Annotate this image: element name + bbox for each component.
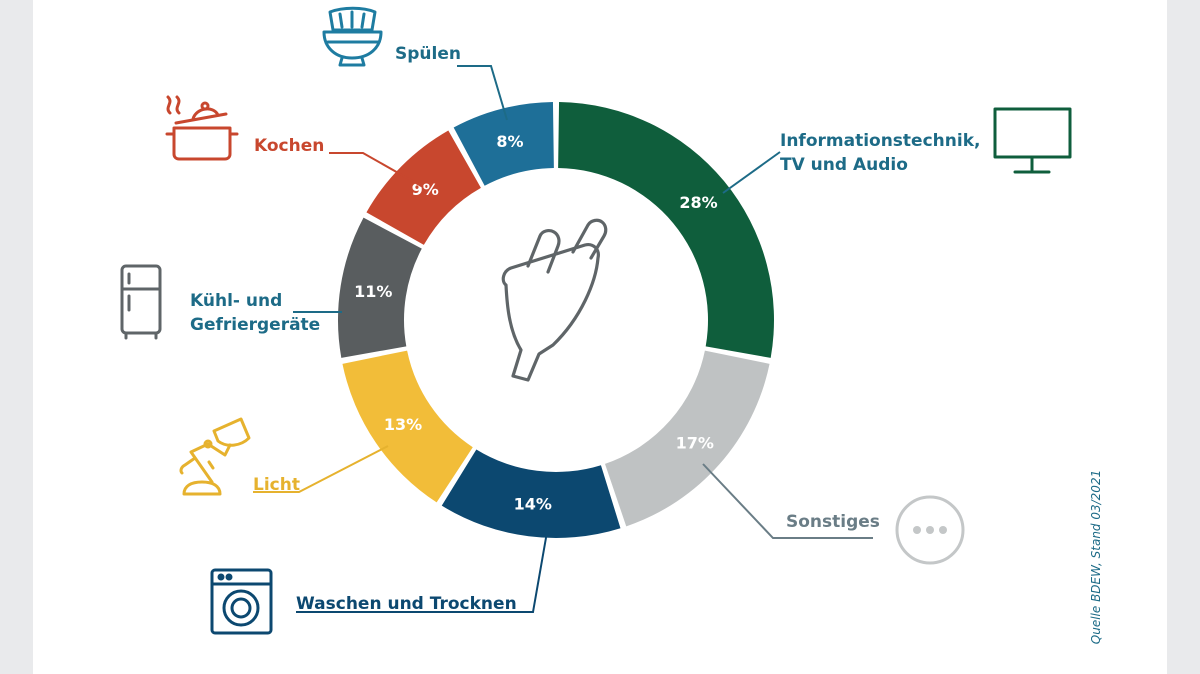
connector-waschen: [296, 531, 548, 613]
category-label-licht: Licht: [253, 475, 300, 495]
tv-icon: [993, 107, 1072, 174]
category-label-line: Sonstiges: [786, 512, 880, 532]
donut-slice-it: [558, 102, 774, 358]
slice-value-sonstiges: 17%: [676, 433, 714, 452]
category-label-spuelen: Spülen: [395, 44, 461, 64]
donut-slice-waschen: [441, 449, 621, 538]
category-label-waschen: Waschen und Trocknen: [296, 594, 517, 614]
donut-slice-spuelen: [453, 102, 554, 186]
connector-sonstiges: [702, 463, 873, 539]
category-label-line: Kühl- und: [190, 291, 282, 311]
connector-it: [722, 151, 781, 194]
category-label-line: Waschen und Trocknen: [296, 594, 517, 614]
source-note: Quelle BDEW, Stand 03/2021: [1089, 470, 1103, 644]
slice-value-kuehl: 11%: [354, 282, 392, 301]
connector-spuelen: [457, 65, 508, 121]
donut-slice-licht: [342, 350, 473, 503]
chart-segments: 28%17%14%13%11%9%8%: [338, 102, 774, 538]
category-label-kochen: Kochen: [254, 136, 324, 156]
category-label-line: TV und Audio: [780, 155, 908, 175]
slice-value-licht: 13%: [384, 415, 422, 434]
donut-chart: 28%17%14%13%11%9%8% Informationstechnik,…: [120, 6, 1103, 644]
donut-slice-kuehl: [338, 217, 422, 358]
plug-icon: [501, 218, 608, 382]
more-icon: [895, 495, 965, 565]
connector-licht: [253, 445, 389, 493]
category-label-line: Spülen: [395, 44, 461, 64]
category-label-line: Gefriergeräte: [190, 315, 320, 335]
donut-slice-sonstiges: [604, 350, 770, 527]
category-label-line: Kochen: [254, 136, 324, 156]
pot-icon: [165, 95, 239, 161]
dishes-icon: [322, 6, 383, 67]
category-label-it: Informationstechnik, TV und Audio: [780, 131, 980, 175]
category-labels: Informationstechnik, TV und Audio Sonstige…: [190, 44, 980, 614]
label-connectors: [253, 65, 873, 613]
category-label-line: Licht: [253, 475, 300, 495]
connector-kochen: [329, 152, 424, 188]
category-label-sonstiges: Sonstiges: [786, 512, 880, 532]
donut-slice-kochen: [366, 130, 481, 245]
slice-value-waschen: 14%: [514, 495, 552, 514]
slice-value-it: 28%: [679, 193, 717, 212]
lamp-icon: [179, 417, 251, 496]
washing-machine-icon: [210, 568, 273, 635]
slice-value-spuelen: 8%: [496, 132, 523, 151]
category-label-kuehl: Kühl- und Gefriergeräte: [190, 291, 320, 335]
infographic-card: 28% 17% 14% 13% 11% 9% 8% Informationstechnik,…: [33, 0, 1167, 674]
category-label-line: Informationstechnik,: [780, 131, 980, 151]
fridge-icon: [120, 264, 162, 340]
